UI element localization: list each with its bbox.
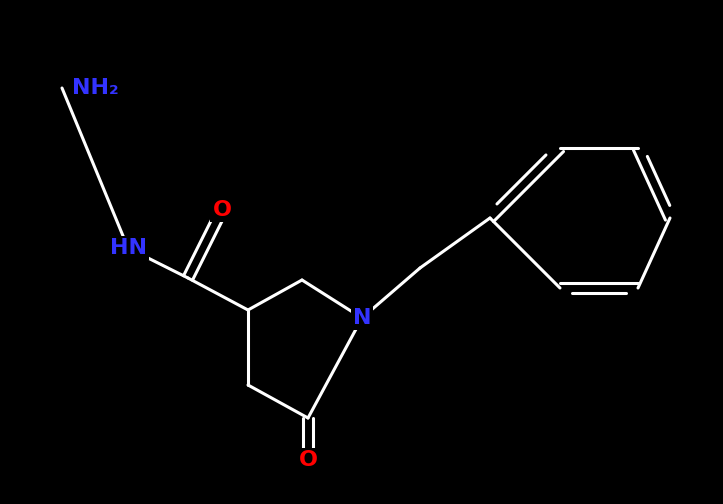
Text: O: O	[213, 200, 231, 220]
Text: O: O	[299, 450, 317, 470]
Text: HN: HN	[109, 238, 147, 258]
Text: NH₂: NH₂	[72, 78, 119, 98]
Text: N: N	[353, 308, 371, 328]
